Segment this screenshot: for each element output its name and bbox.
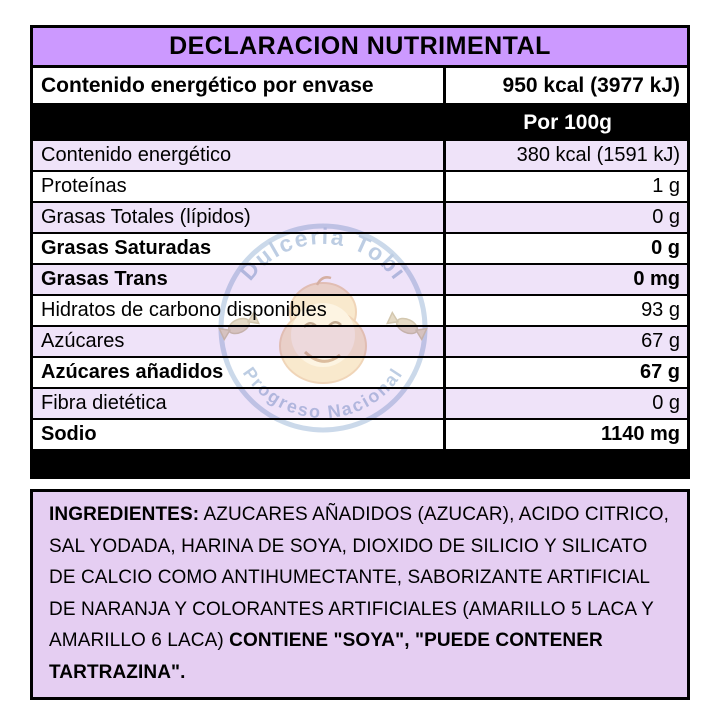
row-label: Contenido energético por envase: [41, 74, 374, 97]
table-row: Contenido energético 380 kcal (1591 kJ): [33, 141, 687, 172]
row-value: 67 g: [443, 358, 687, 387]
row-label: Azúcares añadidos: [41, 361, 224, 383]
row-value: 67 g: [443, 327, 687, 356]
row-value: 0 g: [443, 234, 687, 263]
row-label: Grasas Trans: [41, 268, 168, 290]
column-header-per-100g: Por 100g: [523, 111, 612, 134]
ingredients-heading: INGREDIENTES:: [49, 504, 200, 525]
ingredients-text: AZUCARES AÑADIDOS (AZUCAR), ACIDO CITRIC…: [49, 504, 670, 651]
row-value: 1 g: [443, 172, 687, 201]
allergen-statement: CONTIENE "SOYA", "PUEDE CONTENER TARTRAZ…: [49, 630, 603, 683]
bottom-separator-bar: [33, 451, 687, 476]
table-row: Azúcares añadidos 67 g: [33, 358, 687, 389]
table-row: Hidratos de carbono disponibles 93 g: [33, 296, 687, 327]
row-label: Hidratos de carbono disponibles: [41, 299, 327, 321]
row-label: Grasas Totales (lípidos): [41, 206, 251, 228]
table-row: Grasas Totales (lípidos) 0 g: [33, 203, 687, 234]
row-value: 380 kcal (1591 kJ): [443, 141, 687, 170]
table-row-energy-per-package: Contenido energético por envase 950 kcal…: [33, 68, 687, 105]
table-row: Sodio 1140 mg: [33, 420, 687, 451]
row-value: 1140 mg: [443, 420, 687, 449]
table-row: Fibra dietética 0 g: [33, 389, 687, 420]
row-label: Contenido energético: [41, 144, 232, 166]
row-label: Fibra dietética: [41, 392, 167, 414]
page-title: DECLARACION NUTRIMENTAL: [33, 28, 687, 68]
row-label: Azúcares: [41, 330, 125, 352]
nutrition-label: DECLARACION NUTRIMENTAL Contenido energé…: [30, 25, 690, 700]
row-value: 93 g: [443, 296, 687, 325]
table-row: Azúcares 67 g: [33, 327, 687, 358]
table-row: Proteínas 1 g: [33, 172, 687, 203]
table-row: Grasas Trans 0 mg: [33, 265, 687, 296]
row-value: 0 g: [443, 203, 687, 232]
ingredients-section: INGREDIENTES: AZUCARES AÑADIDOS (AZUCAR)…: [30, 489, 690, 700]
row-value: 0 mg: [443, 265, 687, 294]
nutrition-table: DECLARACION NUTRIMENTAL Contenido energé…: [30, 25, 690, 479]
row-label: Sodio: [41, 423, 97, 445]
row-label: Grasas Saturadas: [41, 237, 212, 259]
row-value: 0 g: [443, 389, 687, 418]
row-value: 950 kcal (3977 kJ): [443, 68, 687, 103]
column-header-bar: Por 100g: [33, 105, 687, 141]
table-row: Grasas Saturadas 0 g: [33, 234, 687, 265]
column-header-spacer: [33, 105, 448, 141]
row-label: Proteínas: [41, 175, 127, 197]
